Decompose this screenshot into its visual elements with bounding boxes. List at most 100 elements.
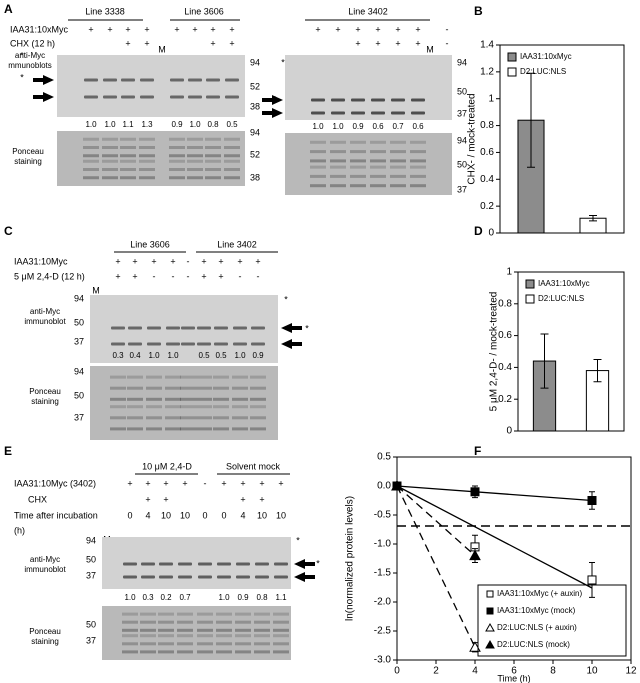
band [122,612,138,616]
band [391,98,405,102]
band [122,642,138,646]
lane-symbol: + [221,478,226,488]
band [235,650,251,654]
panel-letter: F [474,444,481,458]
x-tick-label: 2 [433,666,439,677]
quant-label: 1.0 [85,120,97,129]
quant-label: 1.0 [167,351,179,360]
band [236,562,250,566]
band [351,98,365,102]
legend-swatch [507,67,517,77]
group-label: Line 3606 [184,6,224,16]
legend-marker [486,590,494,598]
band [330,184,346,188]
band [233,342,247,346]
trend-line [396,485,593,502]
lane-symbol: + [278,478,283,488]
band [120,154,136,158]
mw-label: 94 [250,127,260,137]
group-label: Line 3402 [348,6,388,16]
x-tick-label: 8 [550,666,556,677]
lane-symbol: + [375,24,380,34]
band [120,146,136,149]
quant-label: 1.0 [124,593,136,602]
lane-symbol: 0 [127,510,132,520]
band [158,628,174,632]
band [127,427,143,431]
legend-swatch [525,279,535,289]
band [178,575,192,579]
label: immunoblot [24,565,66,574]
band [197,642,213,646]
band [196,405,212,409]
band [123,562,137,566]
band [274,575,288,579]
band [274,562,288,566]
band [165,375,181,379]
band [141,575,155,579]
band [187,176,203,180]
band [165,386,181,390]
lane-symbol: + [395,24,400,34]
band [180,397,196,401]
quant-label: 0.3 [142,593,154,602]
band [139,137,155,141]
band [390,174,406,178]
band [121,78,135,82]
lane-symbol: 10 [257,510,267,520]
asterisk: * [20,72,24,82]
band [196,386,212,390]
lane-symbol: + [355,38,360,48]
arrow [33,92,54,102]
band [251,342,265,346]
band [187,168,203,171]
band [139,168,155,171]
band [146,416,162,420]
band [188,95,202,99]
lane-symbol: + [127,478,132,488]
lane-symbol: - [187,256,190,266]
band [140,642,156,646]
asterisk: * [296,535,300,545]
marker-lane: M [426,44,434,54]
band [216,628,232,632]
band [158,642,174,646]
band [216,620,232,624]
band [110,405,126,409]
band [159,562,173,566]
band [410,165,426,169]
band [410,159,426,163]
band [217,575,231,579]
band [159,575,173,579]
band [158,612,174,616]
band [197,620,213,624]
band [235,634,251,638]
lane-symbol: + [115,271,120,281]
y-tick-label: 0.0 [377,481,391,492]
group-label: Line 3402 [217,239,257,249]
band [273,612,289,616]
ponceau-blot [285,133,452,195]
band [146,386,162,390]
asterisk: * [316,558,320,568]
lane-symbol: + [315,24,320,34]
band [84,95,98,99]
lane-symbol: - [153,271,156,281]
band [181,326,195,330]
band [213,375,229,379]
lane-symbol: - [239,271,242,281]
band [122,634,138,638]
x-axis-label: Time (h) [497,673,530,683]
band [147,326,161,330]
band [83,176,99,180]
lane-symbol: + [259,494,264,504]
y-tick-label: 0.8 [498,298,512,309]
band [122,620,138,624]
band [213,405,229,409]
band [232,397,248,401]
band [350,184,366,188]
band [350,150,366,154]
band [187,159,203,163]
asterisk: * [305,323,309,333]
